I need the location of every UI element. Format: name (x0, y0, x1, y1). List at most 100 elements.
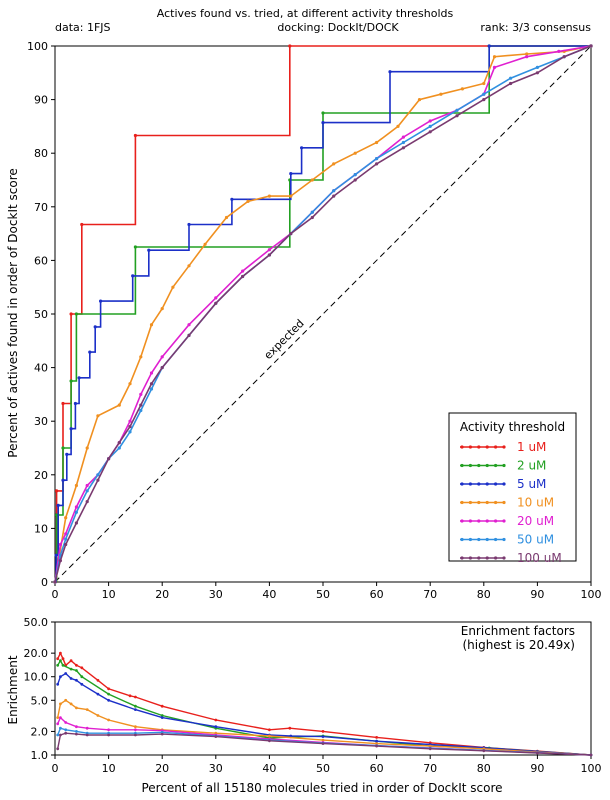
legend-swatch-dot-100-um (494, 556, 498, 560)
expected-annotation: expected (262, 317, 307, 362)
enrichment-point-100-um (56, 747, 60, 751)
legend-swatch-dot-5-um (502, 482, 506, 486)
enrichment-point-5-um (375, 739, 378, 743)
main-x-tick-label: 20 (155, 588, 169, 601)
enrichment-x-tick-label: 100 (581, 762, 602, 775)
enrichment-point-50-um (64, 728, 68, 732)
enrichment-y-axis-label: Enrichment (6, 655, 20, 724)
legend-swatch-dot-20-um (468, 519, 472, 523)
main-y-axis-label: Percent of actives found in order of Doc… (6, 168, 20, 457)
series-point-20-um (187, 323, 191, 327)
series-point-100-um (428, 130, 432, 134)
enrichment-point-1-um (69, 659, 73, 663)
legend-swatch-dot-50-um (485, 537, 489, 542)
main-plot: expected 0 10 20 30 40 50 60 70 80 90 100 0 10 20 30 40 5… (27, 40, 602, 601)
legend-swatch-dot-10-um (477, 500, 481, 505)
series-point-5-um (147, 248, 151, 252)
main-x-tick-label: 80 (477, 588, 491, 601)
series-point-5-um (289, 172, 293, 176)
legend-swatch-dot-1-um (494, 445, 498, 449)
series-point-20-um (241, 269, 245, 273)
enrichment-point-2-um (107, 692, 110, 696)
series-point-50-um (149, 387, 154, 391)
series-point-10-um (289, 194, 293, 198)
main-y-tick-label: 100 (27, 40, 48, 53)
legend-label-50-um: 50 uM (517, 533, 554, 547)
series-point-100-um (267, 253, 271, 257)
series-point-50-um (128, 430, 132, 434)
series-point-100-um (53, 580, 57, 584)
series-point-10-um (267, 194, 271, 198)
series-point-100-um (85, 500, 89, 504)
chart-title: Actives found vs. tried, at different ac… (157, 7, 454, 20)
series-point-5-um (99, 299, 103, 303)
legend-swatch-dot-20-um (502, 519, 506, 523)
series-point-1-um (61, 401, 65, 406)
enrichment-point-5-um (289, 734, 293, 738)
series-point-1-um (55, 489, 59, 493)
enrichment-point-2-um (160, 714, 164, 717)
legend-swatch-dot-10-um (485, 500, 489, 505)
enrichment-point-10-um (134, 725, 137, 729)
series-point-10-um (96, 414, 100, 418)
legend-swatch-dot-2-um (468, 463, 472, 468)
series-point-20-um (149, 371, 154, 375)
series-point-20-um (128, 419, 132, 423)
series-point-5-um (187, 222, 191, 227)
enrichment-point-10-um (59, 702, 62, 706)
series-point-50-um (535, 65, 540, 69)
legend-label-5-um: 5 uM (517, 477, 546, 491)
series-point-10-um (396, 124, 400, 128)
enrichment-point-100-um (428, 747, 432, 751)
enrichment-point-100-um (214, 735, 218, 738)
enrichment-point-5-um (321, 735, 325, 738)
series-point-1-um (69, 312, 73, 316)
legend-swatch-dot-2-um (460, 463, 464, 468)
series-point-50-um (455, 108, 459, 112)
series-point-5-um (73, 401, 77, 406)
enrichment-point-50-um (59, 726, 62, 730)
enrichment-point-100-um (589, 753, 593, 757)
enrichment-point-10-um (375, 742, 378, 745)
legend-swatch-dot-10-um (468, 500, 472, 505)
series-point-50-um (74, 510, 78, 514)
series-point-10-um (224, 215, 229, 220)
series-point-20-um (492, 65, 497, 69)
enrichment-point-100-um (59, 733, 62, 737)
legend-swatch-dot-20-um (485, 519, 489, 523)
legend-swatch-dot-1-um (485, 445, 489, 449)
series-point-10-um (375, 140, 379, 145)
series-point-100-um (139, 403, 143, 407)
enrichment-plot: 0 10 20 30 40 50 60 70 80 90 100 1.0 2.0 5.0 10.0 20.0 5… (24, 616, 602, 775)
enrichment-point-2-um (75, 669, 78, 672)
enrichment-point-5-um (56, 682, 60, 686)
main-x-tick-label: 10 (102, 588, 116, 601)
series-point-20-um (267, 248, 271, 252)
legend-swatch-dot-100-um (502, 556, 506, 560)
series-point-50-um (310, 210, 314, 214)
series-point-50-um (64, 537, 68, 541)
series-line-2-um (55, 45, 591, 583)
main-y-tick-label: 40 (34, 362, 48, 375)
enrichment-title: Enrichment factors (461, 624, 575, 638)
series-point-50-um (428, 124, 432, 128)
enrichment-x-tick-label: 20 (155, 762, 169, 775)
legend-swatch-dot-50-um (502, 537, 506, 542)
series-point-5-um (61, 478, 65, 482)
series-point-50-um (117, 446, 121, 450)
series-point-20-um (557, 49, 561, 54)
legend-swatch-dot-5-um (494, 482, 498, 486)
legend-swatch-dot-100-um (485, 556, 489, 560)
enrichment-point-100-um (64, 731, 68, 735)
series-point-10-um (187, 264, 191, 268)
series-point-50-um (332, 189, 336, 193)
series-point-10-um (64, 516, 68, 520)
series-point-100-um (128, 425, 132, 429)
series-point-10-um (139, 355, 143, 359)
series-point-2-um (74, 312, 78, 316)
legend-swatch-dot-10-um (494, 500, 498, 505)
series-point-20-um (74, 505, 78, 509)
series-point-100-um (187, 333, 191, 337)
main-x-tick-label: 40 (262, 588, 276, 601)
